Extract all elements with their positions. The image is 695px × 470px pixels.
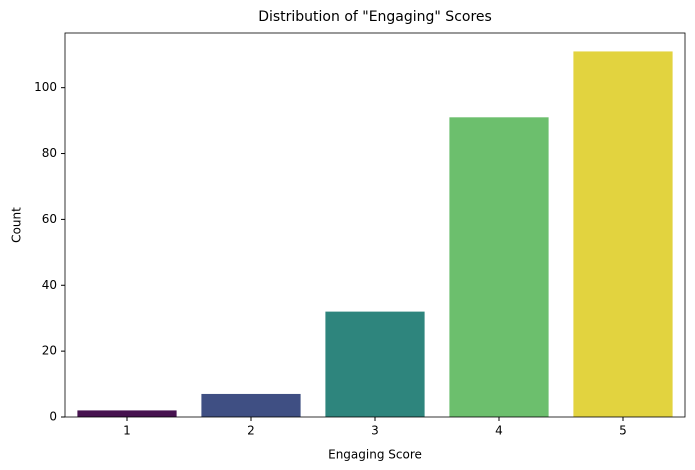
x-tick-label: 1 <box>123 424 131 438</box>
bar <box>325 311 425 417</box>
bar <box>573 51 673 418</box>
x-axis-label: Engaging Score <box>328 448 422 462</box>
x-tick-label: 3 <box>371 424 379 438</box>
x-tick-label: 5 <box>619 424 627 438</box>
y-tick-label: 60 <box>42 212 57 226</box>
x-tick-label: 4 <box>495 424 503 438</box>
chart-title: Distribution of "Engaging" Scores <box>258 9 492 25</box>
x-tick-label: 2 <box>247 424 255 438</box>
y-tick-label: 0 <box>49 410 57 424</box>
bar <box>449 117 549 417</box>
y-axis-label: Count <box>10 207 24 243</box>
y-tick-label: 80 <box>42 146 57 160</box>
axes-frame <box>64 32 686 418</box>
bar <box>201 393 301 417</box>
y-tick-label: 100 <box>34 80 57 94</box>
y-tick-label: 20 <box>42 344 57 358</box>
y-tick-label: 40 <box>42 278 57 292</box>
bar <box>77 410 177 417</box>
